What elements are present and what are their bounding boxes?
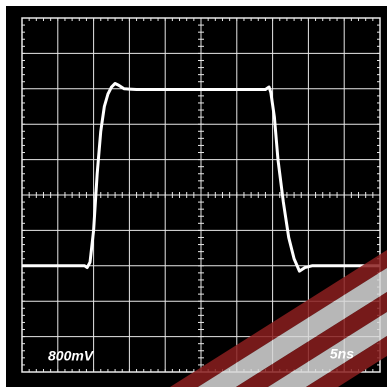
watermark-stripe	[170, 250, 387, 387]
watermark-stripe	[306, 336, 387, 387]
watermark	[170, 250, 387, 387]
watermark-stripe	[268, 312, 387, 387]
trace-layer	[22, 81, 380, 273]
volts-per-div: 800mV	[48, 348, 95, 364]
watermark-stripe	[198, 268, 387, 387]
time-per-div: 5ns	[330, 346, 354, 362]
waveform	[22, 81, 380, 273]
watermark-stripe	[236, 292, 387, 387]
